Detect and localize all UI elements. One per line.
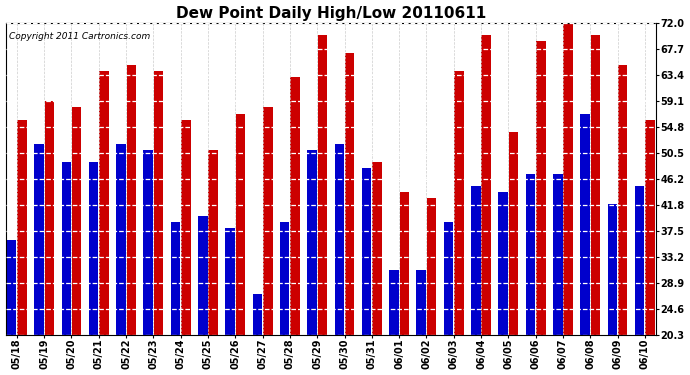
Text: Copyright 2011 Cartronics.com: Copyright 2011 Cartronics.com <box>9 33 150 42</box>
Bar <box>34 144 43 375</box>
Bar <box>563 23 573 375</box>
Bar <box>144 150 153 375</box>
Bar <box>635 186 644 375</box>
Bar <box>253 294 262 375</box>
Bar <box>154 71 164 375</box>
Bar <box>116 144 126 375</box>
Bar <box>509 132 518 375</box>
Bar <box>536 41 546 375</box>
Bar <box>591 35 600 375</box>
Bar <box>226 228 235 375</box>
Bar <box>170 222 180 375</box>
Bar <box>580 114 590 375</box>
Bar <box>181 120 190 375</box>
Bar <box>444 222 453 375</box>
Bar <box>345 53 355 375</box>
Bar <box>126 65 136 375</box>
Bar <box>198 216 208 375</box>
Bar <box>236 114 245 375</box>
Bar <box>7 240 17 375</box>
Bar <box>61 162 71 375</box>
Bar <box>89 162 99 375</box>
Bar <box>389 270 399 375</box>
Bar <box>317 35 327 375</box>
Bar <box>498 192 508 375</box>
Bar <box>417 270 426 375</box>
Bar <box>372 162 382 375</box>
Bar <box>618 65 627 375</box>
Bar <box>208 150 218 375</box>
Bar <box>427 198 436 375</box>
Bar <box>99 71 109 375</box>
Bar <box>553 174 562 375</box>
Bar <box>17 120 27 375</box>
Bar <box>263 108 273 375</box>
Bar <box>45 102 54 375</box>
Bar <box>335 144 344 375</box>
Bar <box>290 77 300 375</box>
Bar <box>482 35 491 375</box>
Bar <box>362 168 371 375</box>
Bar <box>280 222 290 375</box>
Bar <box>645 120 655 375</box>
Bar <box>526 174 535 375</box>
Bar <box>72 108 81 375</box>
Bar <box>454 71 464 375</box>
Bar <box>608 204 617 375</box>
Bar <box>471 186 481 375</box>
Bar <box>400 192 409 375</box>
Title: Dew Point Daily High/Low 20110611: Dew Point Daily High/Low 20110611 <box>176 6 486 21</box>
Bar <box>307 150 317 375</box>
